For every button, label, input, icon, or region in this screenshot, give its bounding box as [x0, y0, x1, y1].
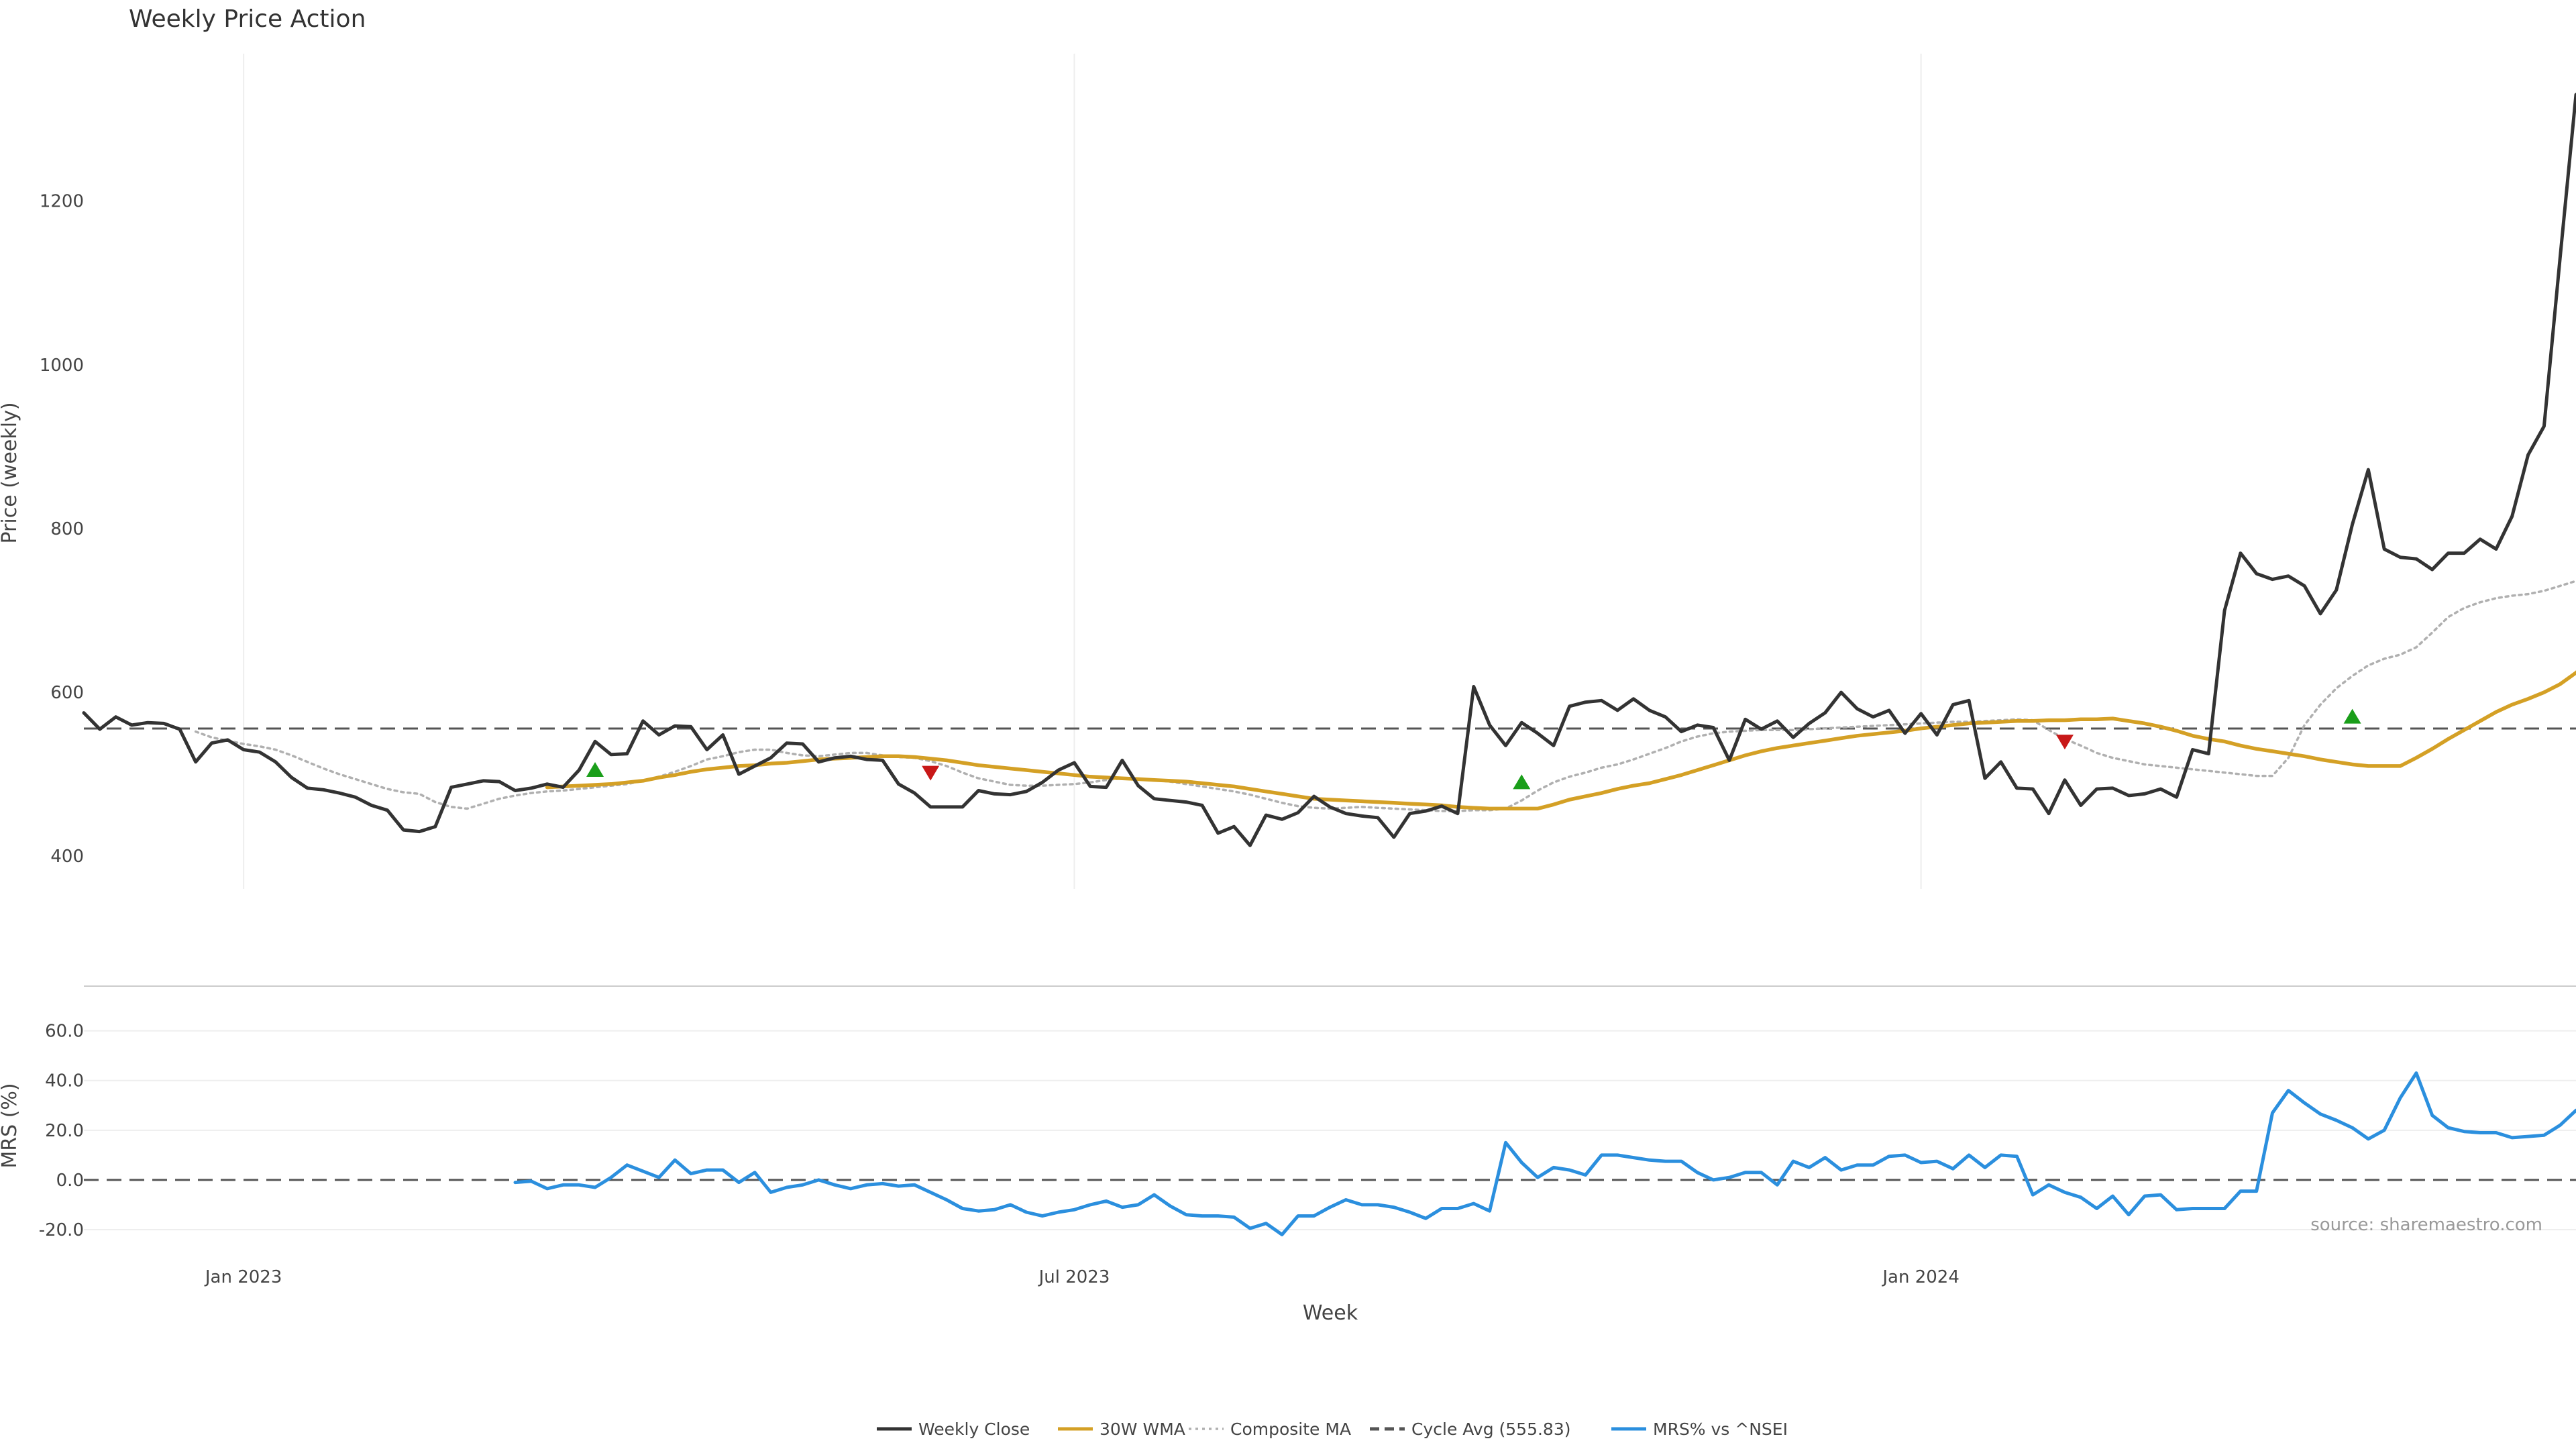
mrs-y-tick-label: 40.0 — [45, 1071, 84, 1091]
x-tick-label: Jan 2023 — [204, 1267, 282, 1287]
price-y-axis-label: Price (weekly) — [0, 402, 21, 543]
mrs-panel: 60.0 40.0 20.0 0.0 -20.0 — [39, 985, 2576, 1240]
chart-title: Weekly Price Action — [129, 5, 366, 33]
mrs-y-tick-label: 60.0 — [45, 1022, 84, 1042]
buy-signal-marker — [1513, 774, 1531, 790]
sell-signal-marker — [922, 765, 940, 781]
mrs-vs-nsei-line — [513, 1071, 2576, 1236]
legend-item: 30W WMA — [1058, 1419, 1185, 1439]
legend-label: 30W WMA — [1099, 1419, 1185, 1439]
mrs-y-tick-label: 20.0 — [45, 1121, 84, 1141]
legend-label: Cycle Avg (555.83) — [1411, 1419, 1571, 1439]
legend-item: MRS% vs ^NSEI — [1611, 1419, 1788, 1439]
buy-signal-marker — [586, 762, 604, 777]
mrs-y-tick-label: 0.0 — [56, 1171, 84, 1191]
source-note: source: sharemaestro.com — [2310, 1215, 2542, 1235]
legend-label: Weekly Close — [918, 1419, 1030, 1439]
price-y-tick-label: 1000 — [40, 356, 84, 376]
x-tick-label: Jan 2024 — [1881, 1267, 1960, 1287]
price-y-tick-label: 600 — [50, 683, 84, 703]
buy-signal-marker — [2343, 708, 2361, 724]
price-y-tick-label: 400 — [50, 847, 84, 867]
legend-item: Composite MA — [1189, 1419, 1351, 1439]
price-y-tick-label: 1200 — [40, 192, 84, 212]
legend-item: Weekly Close — [877, 1419, 1030, 1439]
legend-item: Cycle Avg (555.83) — [1370, 1419, 1571, 1439]
x-axis-label: Week — [1303, 1301, 1358, 1325]
mrs-y-tick-label: -20.0 — [39, 1220, 84, 1240]
price-y-tick-label: 800 — [50, 519, 84, 539]
x-tick-label: Jul 2023 — [1038, 1267, 1110, 1287]
sell-signal-marker — [2055, 735, 2074, 750]
composite-ma-line — [194, 580, 2576, 812]
legend: Weekly Close 30W WMA Composite MA Cycle Avg… — [877, 1419, 1788, 1439]
30w-wma-line — [545, 670, 2576, 811]
legend-label: Composite MA — [1230, 1419, 1351, 1439]
mrs-y-axis-label: MRS (%) — [0, 1083, 21, 1168]
legend-label: MRS% vs ^NSEI — [1653, 1419, 1788, 1439]
price-panel: 400 600 800 1000 1200 — [40, 54, 2576, 889]
weekly-close-line — [82, 93, 2576, 847]
